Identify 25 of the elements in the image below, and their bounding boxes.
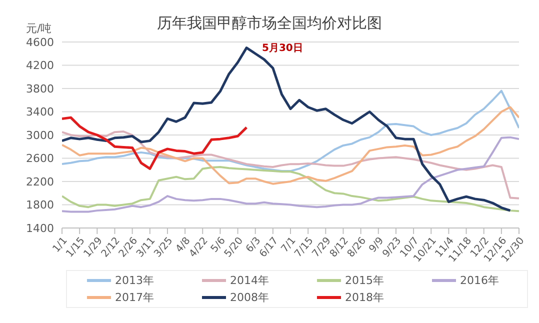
y-tick-label: 4600	[26, 36, 54, 49]
chart-title: 历年我国甲醇市场全国均价对比图	[157, 14, 382, 32]
legend-label: 2018年	[345, 290, 384, 305]
legend-label: 2016年	[460, 273, 499, 288]
line-series	[62, 130, 519, 200]
y-tick-label: 1400	[26, 222, 54, 235]
y-tick-label: 2600	[26, 152, 54, 166]
legend-label: 2017年	[115, 290, 154, 305]
y-axis-title: 元/吨	[26, 21, 52, 36]
legend-label: 2008年	[230, 290, 269, 305]
line-series	[62, 106, 519, 185]
legend-label: 2015年	[345, 273, 384, 288]
y-tick-label: 3400	[26, 106, 54, 119]
legend-label: 2013年	[115, 273, 154, 288]
line-series	[62, 116, 248, 170]
legend-label: 2014年	[230, 273, 269, 288]
y-tick-label: 4200	[26, 59, 54, 72]
y-tick-label: 1800	[26, 198, 54, 212]
line-series	[62, 90, 519, 172]
annotation: 5月30日	[262, 42, 303, 55]
y-tick-label: 3800	[26, 82, 54, 96]
line-series	[62, 166, 519, 212]
line-series	[62, 136, 519, 213]
y-tick-label: 3000	[26, 128, 54, 142]
y-tick-label: 2200	[26, 175, 54, 188]
